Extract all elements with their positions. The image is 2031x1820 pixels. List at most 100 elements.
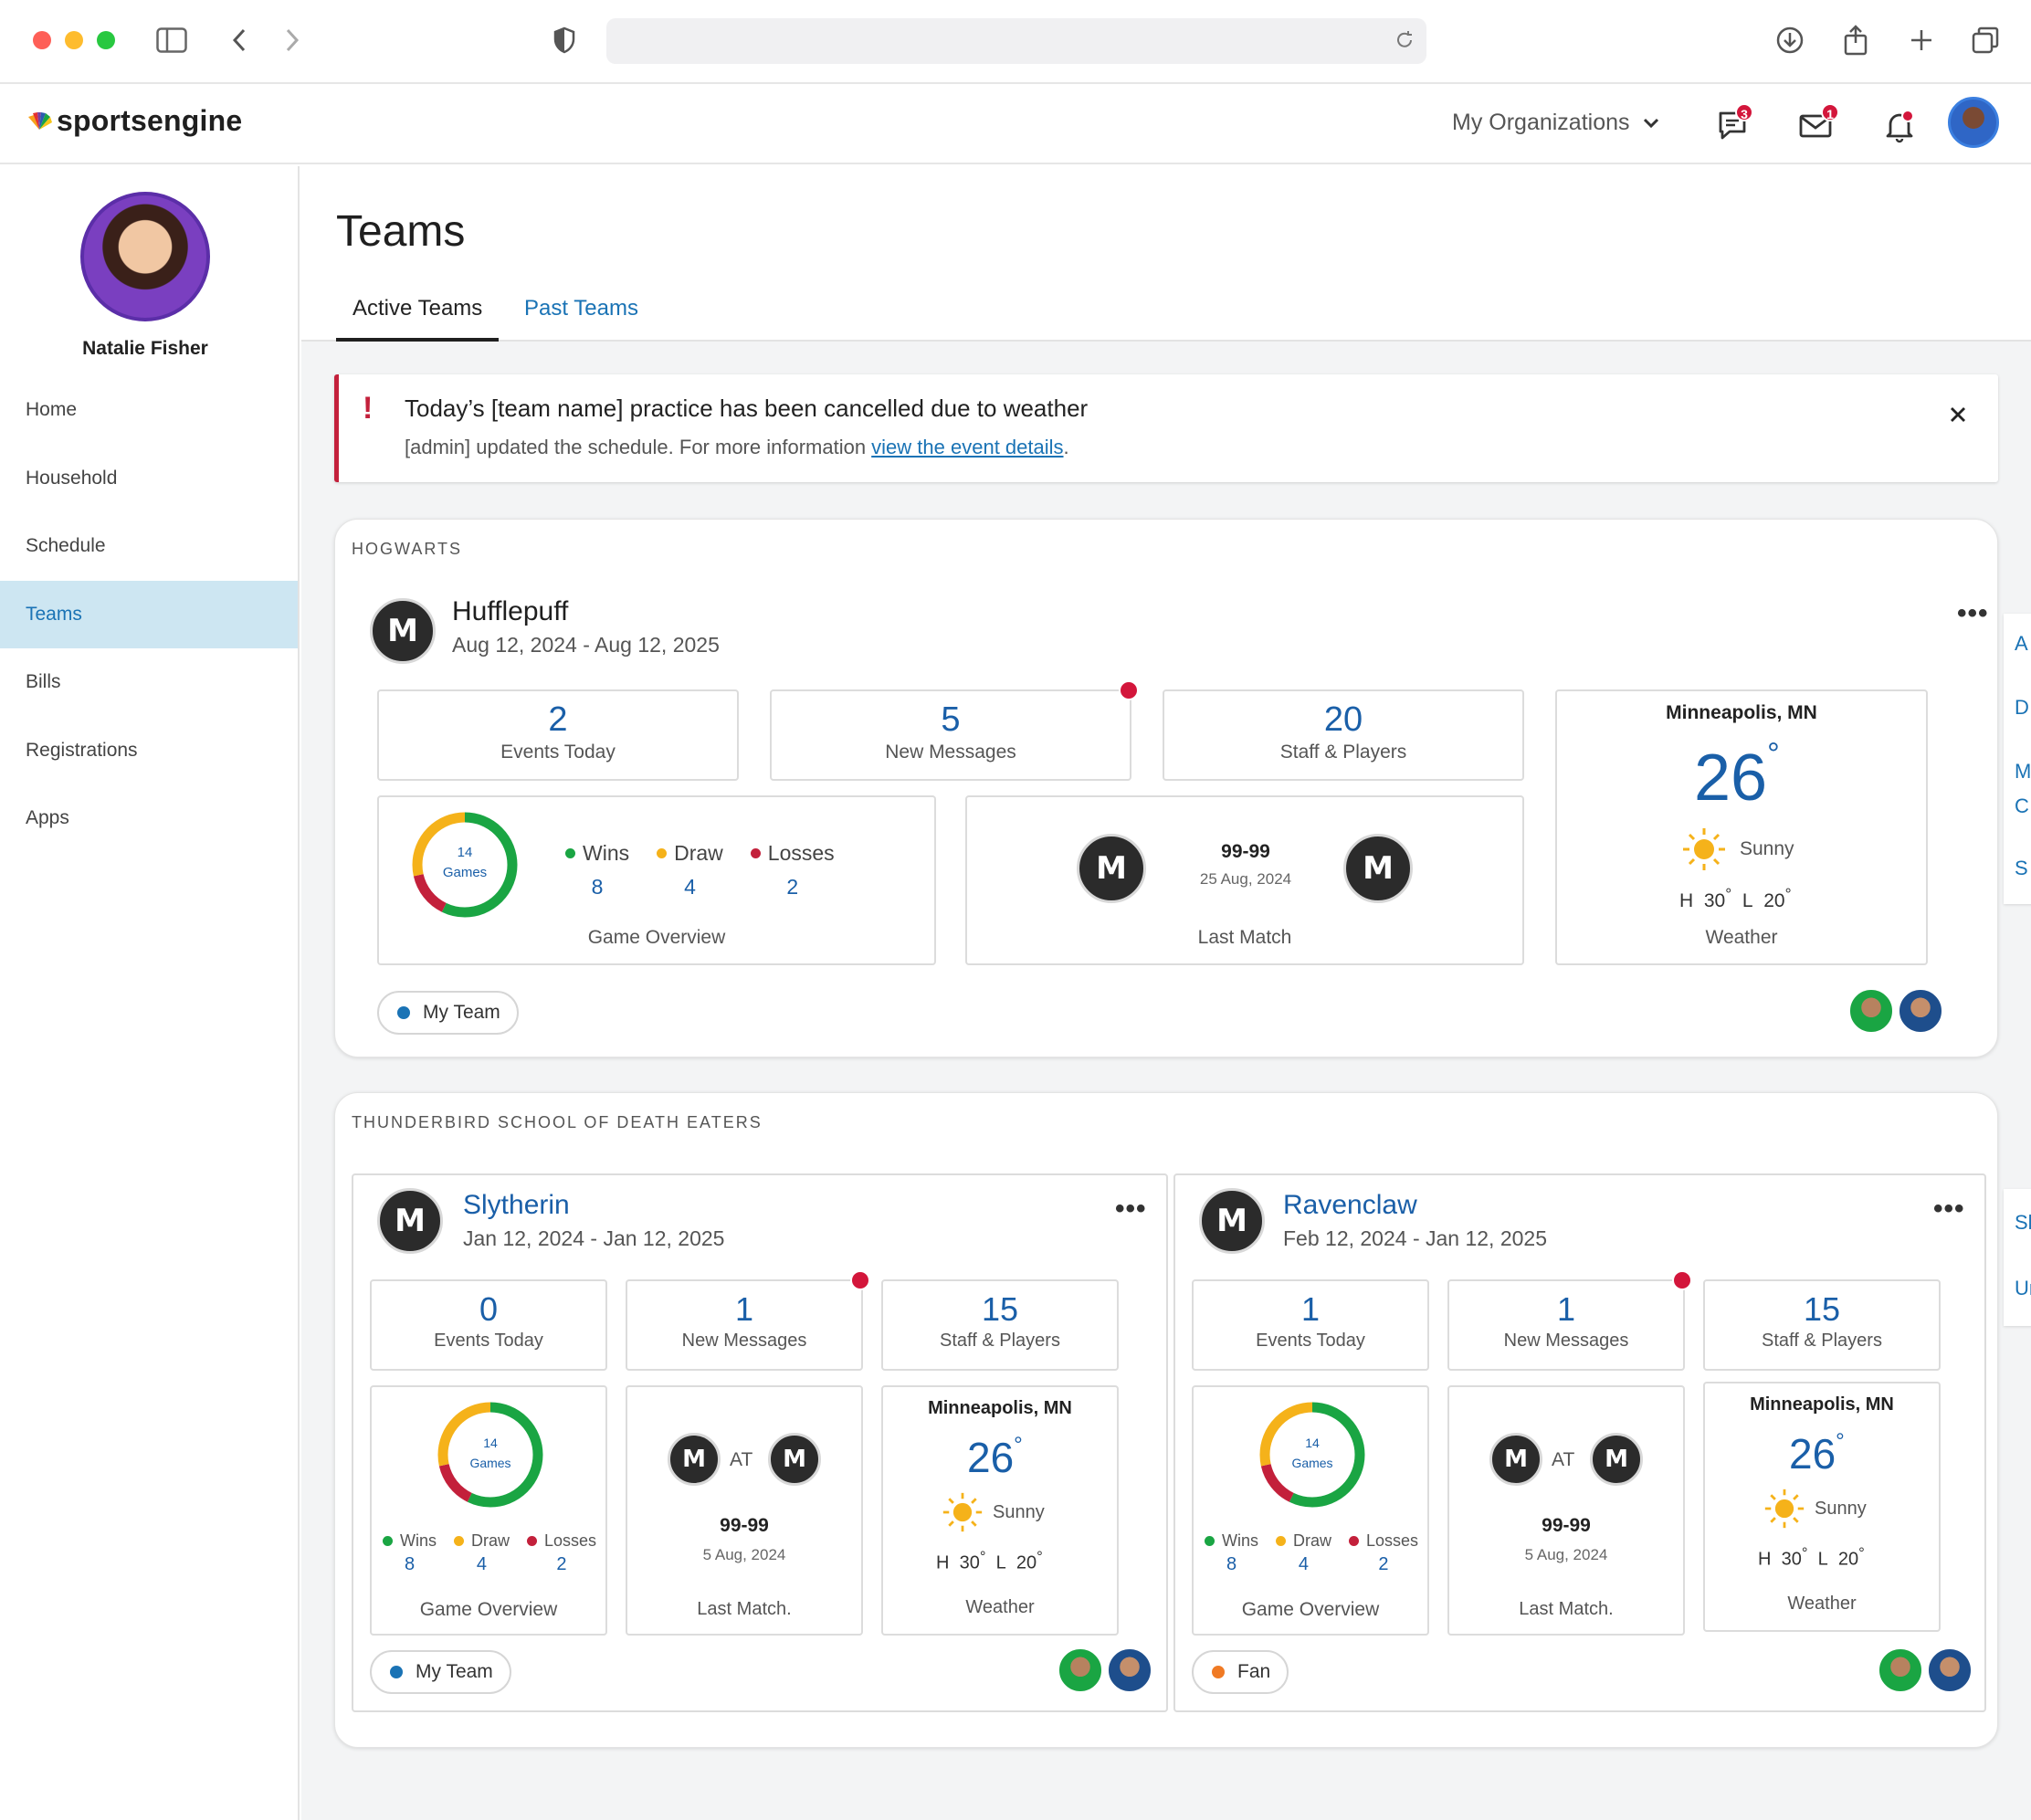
- member-avatar[interactable]: [1926, 1646, 1973, 1694]
- sidebar-item-schedule[interactable]: Schedule: [26, 535, 106, 557]
- games-count: 14: [483, 1436, 498, 1450]
- tabs-overview-icon[interactable]: [1969, 24, 2002, 57]
- team-name-link[interactable]: Ravenclaw: [1283, 1190, 1417, 1220]
- sportsengine-logo[interactable]: sportsengine: [26, 104, 242, 138]
- address-bar[interactable]: [606, 18, 1426, 64]
- sidebar-item-home[interactable]: Home: [26, 399, 78, 421]
- more-options-button[interactable]: •••: [1957, 598, 1989, 628]
- tab-active-teams[interactable]: Active Teams: [336, 296, 500, 342]
- wins-count: 8: [404, 1554, 416, 1574]
- team-card-slytherin: M Slytherin Jan 12, 2024 - Jan 12, 2025 …: [352, 1173, 1168, 1712]
- side-panel-item[interactable]: A: [2015, 632, 2028, 655]
- notifications-button[interactable]: [1876, 102, 1923, 150]
- download-icon[interactable]: [1773, 24, 1806, 57]
- role-badge[interactable]: My Team: [377, 991, 519, 1035]
- new-tab-icon[interactable]: [1905, 24, 1938, 57]
- games-label: Games: [1291, 1456, 1333, 1470]
- back-icon[interactable]: [223, 24, 256, 57]
- events-today-stat[interactable]: 1 Events Today: [1192, 1279, 1429, 1371]
- weather-box[interactable]: Minneapolis, MN 26° Sunny H 30° L 20° We…: [1555, 689, 1928, 965]
- side-panel-item[interactable]: Ur: [2015, 1277, 2031, 1299]
- peacock-icon: [28, 111, 52, 130]
- events-today-stat[interactable]: 0 Events Today: [370, 1279, 607, 1371]
- weather-high-low: H 30° L 20°: [936, 1548, 1043, 1573]
- sidebar-item-teams[interactable]: Teams: [0, 580, 298, 648]
- last-match-box[interactable]: M AT M 99-99 5 Aug, 2024 Last Match.: [626, 1385, 863, 1636]
- side-panel-item[interactable]: Sh: [2015, 1211, 2031, 1234]
- new-messages-stat[interactable]: 1 New Messages: [626, 1279, 863, 1371]
- reload-icon[interactable]: [1394, 29, 1415, 56]
- side-panel-item[interactable]: S: [2015, 857, 2028, 879]
- staff-players-stat[interactable]: 20 Staff & Players: [1163, 689, 1524, 781]
- sidebar-item-household[interactable]: Household: [26, 467, 118, 489]
- game-overview-box[interactable]: 14 Games Wins 8 Draw 4 Losses 2 Game Overvi…: [377, 795, 936, 965]
- staff-players-stat[interactable]: 15 Staff & Players: [881, 1279, 1119, 1371]
- staff-players-stat[interactable]: 15 Staff & Players: [1703, 1279, 1941, 1371]
- my-organizations-dropdown[interactable]: My Organizations: [1452, 110, 1659, 136]
- low-label: L: [1817, 1549, 1828, 1570]
- losses-label: Losses: [1365, 1531, 1418, 1550]
- window-minimize-dot[interactable]: [65, 31, 83, 49]
- sidebar-item-bills[interactable]: Bills: [26, 671, 61, 693]
- weather-box[interactable]: Minneapolis, MN 26° Sunny H 30° L 20° We…: [1703, 1382, 1941, 1632]
- mail-button[interactable]: 1: [1794, 102, 1841, 150]
- away-team-logo: M: [1343, 834, 1413, 903]
- events-today-stat[interactable]: 2 Events Today: [377, 689, 739, 781]
- sidebar-item-registrations[interactable]: Registrations: [26, 739, 138, 761]
- new-messages-stat[interactable]: 1 New Messages: [1447, 1279, 1685, 1371]
- weather-condition: Sunny: [1815, 1498, 1867, 1519]
- side-panel-item[interactable]: M: [2015, 760, 2031, 783]
- role-badge[interactable]: Fan: [1192, 1650, 1289, 1694]
- role-dot-icon: [390, 1666, 403, 1678]
- wins-count: 8: [591, 875, 604, 899]
- last-match-box[interactable]: M 99-99 25 Aug, 2024 M Last Match: [965, 795, 1524, 965]
- game-overview-label: Game Overview: [1241, 1599, 1380, 1620]
- share-icon[interactable]: [1839, 24, 1872, 57]
- profile-avatar[interactable]: [80, 192, 210, 321]
- tab-past-teams[interactable]: Past Teams: [524, 296, 638, 321]
- weather-box[interactable]: Minneapolis, MN 26° Sunny H 30° L 20° We…: [881, 1385, 1119, 1636]
- losses-label: Losses: [767, 841, 835, 865]
- member-avatar[interactable]: [1877, 1646, 1924, 1694]
- new-messages-label: New Messages: [1503, 1331, 1629, 1351]
- page-title: Teams: [336, 207, 466, 256]
- team-name-link[interactable]: Slytherin: [463, 1190, 570, 1220]
- mail-badge: 1: [1821, 103, 1839, 121]
- new-messages-stat[interactable]: 5 New Messages: [770, 689, 1131, 781]
- weather-condition-row: Sunny: [1681, 826, 1794, 872]
- window-close-dot[interactable]: [33, 31, 51, 49]
- last-match-box[interactable]: M AT M 99-99 5 Aug, 2024 Last Match.: [1447, 1385, 1685, 1636]
- weather-condition-row: Sunny: [1763, 1488, 1867, 1530]
- sidebar-item-apps[interactable]: Apps: [26, 807, 69, 829]
- role-badge[interactable]: My Team: [370, 1650, 511, 1694]
- more-options-button[interactable]: •••: [1933, 1194, 1965, 1224]
- weather-city: Minneapolis, MN: [1666, 702, 1817, 723]
- member-avatar[interactable]: [1057, 1646, 1104, 1694]
- sun-icon: [1764, 1489, 1805, 1529]
- games-count: 14: [457, 845, 473, 860]
- new-messages-label: New Messages: [885, 742, 1016, 763]
- side-panel-item[interactable]: D: [2015, 696, 2029, 719]
- forward-icon[interactable]: [276, 24, 309, 57]
- view-event-details-link[interactable]: view the event details: [871, 436, 1064, 458]
- weather-temp-value: 26: [967, 1434, 1015, 1481]
- user-avatar[interactable]: [1948, 97, 1999, 148]
- chat-button[interactable]: 3: [1711, 102, 1759, 150]
- weather-condition-row: Sunny: [942, 1491, 1045, 1533]
- team-name[interactable]: Hufflepuff: [452, 596, 569, 626]
- shield-icon[interactable]: [548, 24, 581, 57]
- more-options-button[interactable]: •••: [1115, 1194, 1147, 1224]
- side-panel-item[interactable]: C: [2015, 794, 2029, 817]
- high-label: H: [1679, 890, 1694, 911]
- game-overview-box[interactable]: 14 Games Wins 8 Draw 4 Losses 2 Game Overvi…: [1192, 1385, 1429, 1636]
- member-avatar[interactable]: [1897, 987, 1944, 1035]
- match-date: 25 Aug, 2024: [1199, 870, 1292, 888]
- member-avatar[interactable]: [1106, 1646, 1153, 1694]
- window-zoom-dot[interactable]: [97, 31, 115, 49]
- sidebar-toggle-icon[interactable]: [155, 24, 188, 57]
- alert-close-button[interactable]: [1945, 402, 1971, 427]
- org-name: THUNDERBIRD SCHOOL OF DEATH EATERS: [352, 1113, 763, 1131]
- member-avatar[interactable]: [1847, 987, 1895, 1035]
- team-dates: Aug 12, 2024 - Aug 12, 2025: [452, 633, 720, 657]
- game-overview-box[interactable]: 14 Games Wins 8 Draw 4 Losses 2 Game Overvi…: [370, 1385, 607, 1636]
